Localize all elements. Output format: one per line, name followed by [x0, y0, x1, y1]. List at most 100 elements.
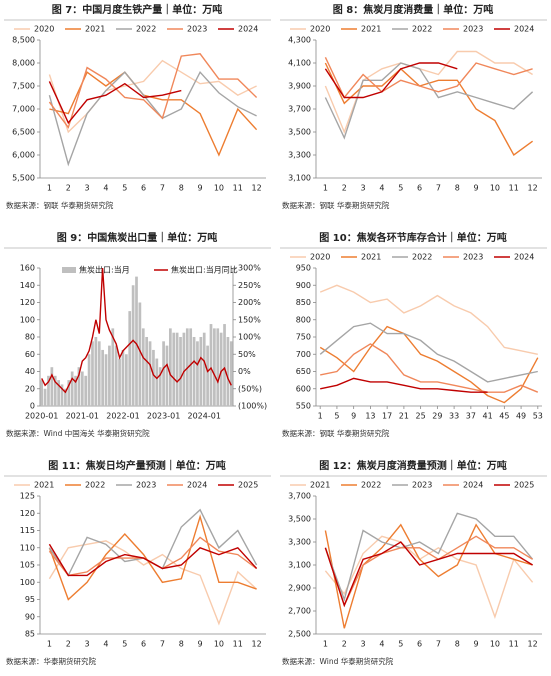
bar: [87, 354, 91, 406]
x-tick-label: 11: [509, 184, 519, 193]
bar: [141, 328, 145, 406]
bar: [209, 324, 213, 406]
y-tick-label: 2,500: [288, 630, 311, 639]
x-tick-label: 4: [103, 184, 108, 193]
legend-label: 焦炭出口:当月: [79, 265, 130, 275]
y-tick-label: 6,500: [12, 128, 35, 137]
legend-label: 2023: [136, 481, 156, 490]
x-tick-label: 6: [417, 184, 422, 193]
y-tick-label: 3,900: [288, 82, 311, 91]
y-tick-label: 3,500: [288, 515, 311, 524]
y-tick-label: 20: [25, 384, 35, 393]
x-tick-label: 9: [198, 184, 203, 193]
x-tick-label: 3: [85, 184, 90, 193]
bar: [165, 345, 169, 406]
bar: [104, 354, 108, 406]
bar: [67, 380, 71, 406]
bar: [91, 341, 94, 406]
y-tick-label: 8,500: [12, 36, 35, 45]
y2-tick-label: 150%: [238, 315, 261, 324]
y-tick-label: 700: [296, 350, 311, 359]
x-tick-label: 10: [490, 640, 500, 649]
legend-label: 2024: [514, 253, 534, 262]
bar: [202, 332, 206, 406]
y-tick-label: 140: [20, 281, 35, 290]
series-line: [48, 53, 258, 129]
bar: [80, 371, 84, 406]
x-tick-label: 10: [490, 184, 500, 193]
x-tick-label: 9: [198, 640, 203, 649]
x-tick-label: 5: [122, 640, 127, 649]
y-tick-label: 100: [20, 578, 35, 587]
x-tick-label: 2022-01: [106, 412, 139, 421]
x-tick-label: 10: [214, 640, 224, 649]
legend-label: 2021: [361, 25, 381, 34]
y-tick-label: 120: [20, 509, 35, 518]
bar: [138, 302, 142, 406]
x-tick-label: 12: [251, 640, 261, 649]
y-tick-label: 3,700: [288, 492, 311, 501]
x-tick-label: 8: [455, 640, 460, 649]
x-tick-label: 11: [509, 640, 519, 649]
chart-title: 图 7：中国月度生铁产量｜单位：万吨: [52, 3, 222, 16]
legend-label: 2022: [412, 253, 432, 262]
x-tick-label: 1: [323, 184, 328, 193]
y-tick-label: 85: [25, 630, 35, 639]
chart-title: 图 11：焦炭日均产量预测｜单位：万吨: [48, 459, 225, 472]
y-tick-label: 6,000: [12, 151, 35, 160]
y-tick-label: 80: [25, 333, 35, 342]
legend-label: 2023: [187, 25, 207, 34]
legend-label: 2024: [463, 481, 483, 490]
x-tick-label: 4: [379, 184, 384, 193]
bar: [40, 380, 44, 406]
bar: [101, 349, 104, 406]
x-tick-label: 7: [436, 640, 441, 649]
series-line: [320, 343, 539, 393]
legend-label: 2024: [187, 481, 207, 490]
bar: [114, 345, 118, 406]
x-tick-label: 2: [66, 184, 71, 193]
bar: [219, 332, 223, 406]
bar: [189, 328, 193, 406]
bar: [118, 358, 121, 406]
x-tick-label: 33: [449, 412, 459, 421]
bar: [162, 341, 165, 406]
legend-swatch: [62, 267, 76, 273]
legend-label: 2021: [310, 481, 330, 490]
y2-tick-label: 0%: [238, 367, 251, 376]
legend-label: 2021: [361, 253, 381, 262]
chart-title: 图 9：中国焦炭出口量｜单位：万吨: [57, 231, 217, 244]
legend-label: 2023: [463, 25, 483, 34]
y-tick-label: 110: [20, 543, 35, 552]
x-tick-label: 11: [233, 184, 243, 193]
x-tick-label: 1: [318, 412, 323, 421]
x-tick-label: 4: [379, 640, 384, 649]
x-tick-label: 12: [527, 640, 537, 649]
y-tick-label: 3,500: [288, 128, 311, 137]
y-tick-label: 3,300: [288, 151, 311, 160]
y-tick-label: 90: [25, 612, 35, 621]
y-tick-label: 100: [20, 315, 35, 324]
x-tick-label: 2: [66, 640, 71, 649]
x-tick-label: 17: [382, 412, 392, 421]
y2-tick-label: (50%): [238, 384, 262, 393]
y-tick-label: 40: [25, 367, 35, 376]
bar: [124, 354, 128, 406]
series-line: [319, 322, 538, 383]
legend-label: 焦炭出口:当月同比: [171, 265, 238, 275]
bar: [226, 337, 230, 406]
y-tick-label: 3,700: [288, 105, 311, 114]
legend-label: 2022: [361, 481, 381, 490]
series-line: [324, 512, 534, 602]
legend-label: 2021: [85, 25, 105, 34]
bar: [84, 375, 88, 406]
bar: [94, 337, 98, 406]
x-tick-label: 2023-01: [147, 412, 180, 421]
y2-tick-label: 50%: [238, 350, 256, 359]
bar: [74, 375, 77, 406]
series-line: [324, 57, 533, 99]
series-line: [41, 267, 232, 394]
x-tick-label: 3: [361, 640, 366, 649]
y-tick-label: 60: [25, 350, 35, 359]
